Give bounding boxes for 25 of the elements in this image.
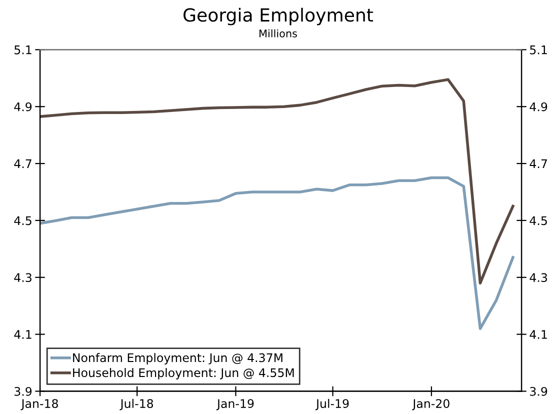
- x-tick-label: Jan-20: [412, 399, 450, 410]
- y-tick-label: 4.9: [14, 102, 32, 112]
- y-tick-label: 4.5: [14, 216, 32, 226]
- y2-tick-label: 4.9: [530, 102, 548, 112]
- chart-title: Georgia Employment: [184, 8, 374, 26]
- line-series: [40, 176, 514, 330]
- y-tick-label: 4.7: [14, 159, 32, 168]
- y2-tick-label: 5.1: [530, 46, 547, 54]
- chart-subtitle: Millions: [260, 29, 297, 38]
- x-tick-label: Jan-19: [216, 399, 254, 410]
- line-series: [40, 78, 514, 284]
- y-tick-label: 3.9: [14, 386, 32, 396]
- y2-tick-label: 4.3: [530, 273, 547, 282]
- x-tick-label: Jul-19: [315, 398, 349, 410]
- y2-tick-label: 4.5: [530, 216, 547, 226]
- y2-tick-label: 4.7: [530, 159, 547, 168]
- legend-label: Nonfarm Employment: Jun @ 4.37M: [73, 353, 282, 364]
- y2-tick-label: 4.1: [530, 330, 547, 339]
- y-tick-label: 4.3: [14, 273, 32, 282]
- y-tick-label: 5.1: [14, 46, 32, 54]
- legend-label: Household Employment: Jun @ 4.55M: [73, 368, 294, 380]
- y2-tick-label: 3.9: [530, 386, 548, 396]
- x-tick-label: Jan-18: [20, 399, 58, 410]
- y-tick-label: 4.1: [14, 330, 32, 339]
- x-tick-label: Jul-18: [120, 398, 154, 410]
